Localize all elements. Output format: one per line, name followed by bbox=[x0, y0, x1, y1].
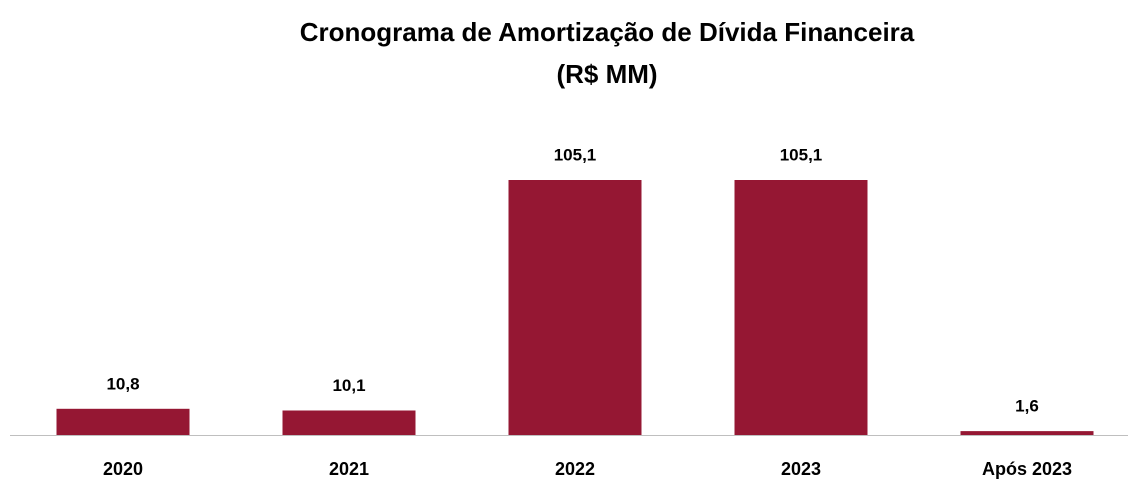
bar bbox=[56, 408, 190, 435]
x-tick-label: 2021 bbox=[329, 459, 369, 479]
x-tick-label: 2020 bbox=[103, 459, 143, 479]
value-label: 10,1 bbox=[332, 376, 365, 395]
value-label: 10,8 bbox=[106, 374, 139, 393]
chart-subtitle: (R$ MM) bbox=[556, 59, 657, 89]
x-tick-label: Após 2023 bbox=[982, 459, 1072, 479]
x-tick-label: 2023 bbox=[781, 459, 821, 479]
chart-title: Cronograma de Amortização de Dívida Fina… bbox=[300, 17, 915, 47]
bar bbox=[734, 180, 868, 435]
value-label: 1,6 bbox=[1015, 397, 1039, 416]
bar bbox=[282, 410, 416, 435]
x-tick-label: 2022 bbox=[555, 459, 595, 479]
bar bbox=[960, 431, 1094, 435]
bar bbox=[508, 180, 642, 435]
value-label: 105,1 bbox=[780, 145, 823, 164]
value-label: 105,1 bbox=[554, 145, 597, 164]
